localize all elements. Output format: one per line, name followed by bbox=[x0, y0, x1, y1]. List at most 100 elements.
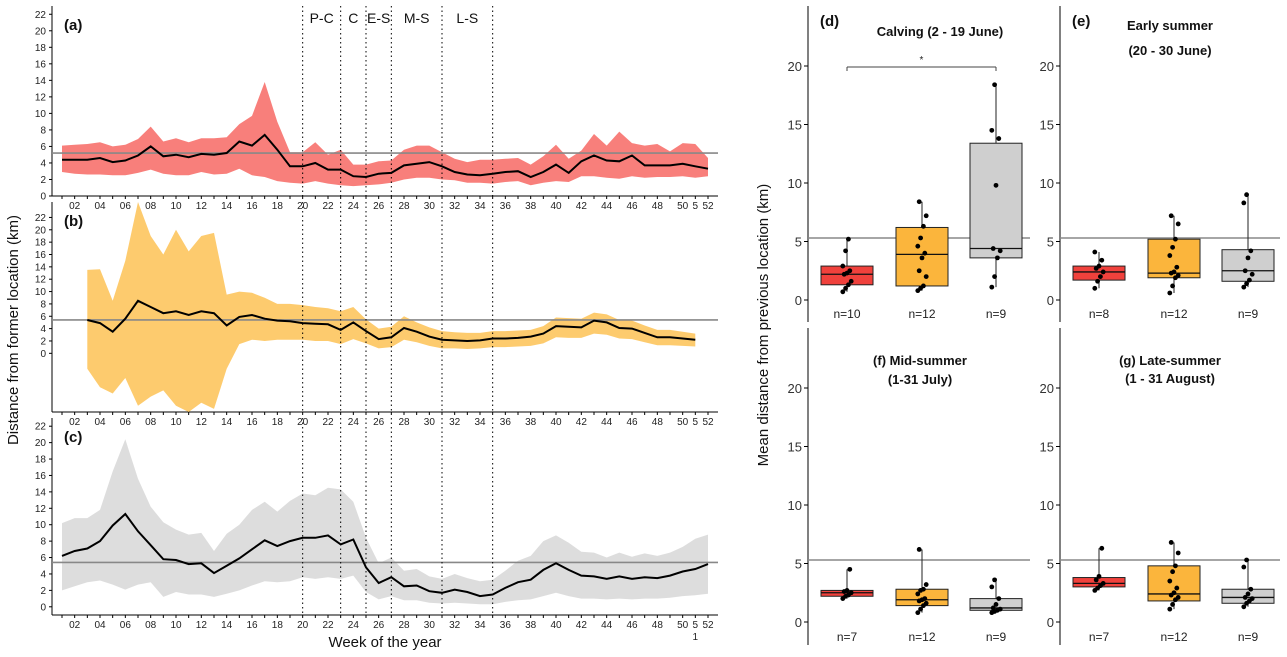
panel-label: (c) bbox=[64, 429, 82, 446]
data-point bbox=[1093, 577, 1099, 583]
x-tick-label: 52 bbox=[702, 201, 714, 212]
y-axis-title-left: Distance from former location (km) bbox=[5, 215, 22, 445]
n-label: n=9 bbox=[1238, 630, 1259, 644]
data-point bbox=[1175, 273, 1181, 278]
x-tick-label: 12 bbox=[196, 417, 208, 428]
panel-title: (f) Mid-summer bbox=[873, 353, 967, 368]
y-tick-label: 16 bbox=[35, 59, 47, 70]
data-point bbox=[915, 591, 921, 597]
x-tick-label: 04 bbox=[94, 201, 106, 212]
data-point bbox=[1170, 244, 1175, 250]
x-tick-label: 04 bbox=[94, 620, 106, 631]
x-tick-label: 22 bbox=[322, 620, 334, 631]
panel-label: (a) bbox=[64, 17, 82, 34]
y-tick-label: 12 bbox=[35, 504, 47, 515]
y-tick-label: 8 bbox=[40, 299, 46, 310]
y-tick-label: 0 bbox=[795, 615, 802, 630]
y-tick-label: 14 bbox=[35, 487, 47, 498]
box bbox=[1221, 249, 1275, 282]
x-tick-label: 24 bbox=[348, 620, 360, 631]
data-point bbox=[921, 586, 926, 592]
data-point bbox=[843, 248, 848, 254]
data-point bbox=[1247, 277, 1252, 283]
panel-d-group: 0 5 10 15 20 n=10 n=12 n=9 (d) Calving (2 - 19 Ju… bbox=[788, 6, 1030, 322]
data-point bbox=[997, 248, 1003, 254]
data-point bbox=[840, 263, 846, 269]
x-tick-label: 16 bbox=[246, 620, 258, 631]
y-tick-label: 4 bbox=[40, 324, 46, 335]
x-tick-label: 02 bbox=[69, 417, 81, 428]
x-tick-label: 48 bbox=[652, 417, 664, 428]
n-label: n=12 bbox=[1160, 630, 1187, 644]
y-tick-label: 10 bbox=[35, 520, 47, 531]
x-tick-label: 18 bbox=[272, 201, 284, 212]
x-tick-label: 30 bbox=[424, 201, 436, 212]
x-tick-label: 12 bbox=[196, 620, 208, 631]
y-tick-label: 15 bbox=[788, 440, 802, 455]
y-tick-label: 20 bbox=[788, 59, 802, 74]
y-tick-label: 18 bbox=[35, 43, 47, 54]
y-tick-label: 10 bbox=[35, 109, 47, 120]
x-tick-label: 28 bbox=[398, 417, 410, 428]
n-label: n=12 bbox=[908, 630, 935, 644]
data-point bbox=[923, 600, 929, 606]
data-point bbox=[919, 255, 925, 261]
data-point bbox=[996, 136, 1002, 141]
x-tick-label: 26 bbox=[373, 201, 385, 212]
x-axis-title: Week of the year bbox=[328, 634, 441, 651]
data-point bbox=[1168, 213, 1174, 219]
x-tick-label-extra: 5 bbox=[693, 620, 699, 631]
panel-label: (d) bbox=[820, 13, 839, 30]
y-tick-label: 6 bbox=[40, 142, 46, 153]
x-tick-label: 08 bbox=[145, 620, 157, 631]
n-label: n=8 bbox=[1089, 307, 1110, 321]
confidence-band bbox=[62, 82, 708, 187]
data-point bbox=[1098, 274, 1103, 279]
x-tick-label: 28 bbox=[398, 620, 410, 631]
y-tick-label: 8 bbox=[40, 537, 46, 548]
data-point bbox=[989, 284, 995, 290]
data-point bbox=[923, 582, 929, 587]
data-point bbox=[847, 268, 853, 274]
phase-label: P-C bbox=[310, 10, 334, 26]
data-point bbox=[1241, 200, 1247, 206]
y-tick-label: 10 bbox=[1040, 176, 1054, 191]
data-point bbox=[1167, 253, 1173, 258]
phase-label: L-S bbox=[456, 10, 478, 26]
data-point bbox=[1170, 569, 1175, 575]
data-point bbox=[1096, 263, 1102, 269]
panel-g-group: 0 5 10 15 20 n=7 n=12 n=9 (g) Late-summer (1 - 31… bbox=[1040, 328, 1280, 645]
x-tick-label: 10 bbox=[170, 620, 182, 631]
data-point bbox=[1171, 269, 1177, 275]
x-tick-label: 32 bbox=[449, 201, 461, 212]
data-point bbox=[840, 289, 846, 295]
x-tick-label: 24 bbox=[348, 417, 360, 428]
x-tick-label: 38 bbox=[525, 201, 537, 212]
x-tick-label: 02 bbox=[69, 620, 81, 631]
y-tick-label: 15 bbox=[788, 118, 802, 133]
x-tick-label: 02 bbox=[69, 201, 81, 212]
y-tick-label: 10 bbox=[788, 498, 802, 513]
x-tick-label: 36 bbox=[500, 620, 512, 631]
data-point bbox=[918, 235, 923, 241]
data-point bbox=[846, 236, 851, 242]
y-tick-label: 0 bbox=[40, 602, 46, 613]
data-point bbox=[1175, 221, 1181, 227]
data-point bbox=[916, 268, 922, 274]
x-tick-label: 44 bbox=[601, 417, 613, 428]
data-point bbox=[922, 596, 928, 601]
data-point bbox=[1100, 580, 1106, 586]
x-tick-label: 32 bbox=[449, 417, 461, 428]
x-tick-label: 06 bbox=[120, 201, 132, 212]
x-tick-label: 34 bbox=[474, 417, 486, 428]
data-point bbox=[1245, 591, 1251, 597]
y-tick-label: 20 bbox=[35, 438, 47, 449]
y-tick-label: 16 bbox=[35, 471, 47, 482]
panel-f-group: 0 5 10 15 20 n=7 n=12 n=9 (f) Mid-summer (1-31 Ju… bbox=[788, 328, 1030, 645]
y-tick-label: 22 bbox=[35, 213, 47, 224]
y-tick-label: 5 bbox=[1047, 235, 1054, 250]
